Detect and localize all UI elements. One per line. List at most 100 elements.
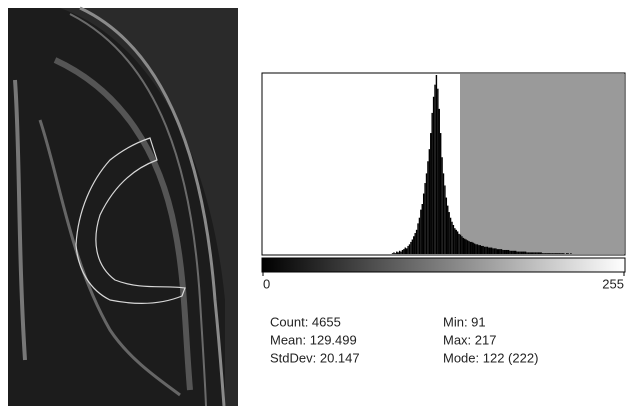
bar — [480, 245, 481, 254]
bar — [429, 149, 430, 254]
bar — [518, 252, 519, 254]
bar — [433, 97, 434, 254]
stat-text: Mean: 129.499 — [270, 332, 357, 347]
bar — [519, 252, 520, 254]
plot-shade — [460, 74, 624, 254]
bar — [424, 183, 425, 254]
lut-bar — [262, 258, 625, 272]
bar — [460, 235, 461, 254]
x-tick-label: 0 — [263, 276, 270, 291]
bar — [437, 89, 438, 254]
bar — [477, 244, 478, 254]
bar — [546, 253, 547, 254]
bar — [504, 250, 505, 254]
bar — [407, 246, 408, 254]
bar — [471, 242, 472, 254]
bar — [487, 247, 488, 254]
bar — [446, 198, 447, 254]
bar — [434, 85, 435, 254]
bar — [484, 247, 485, 254]
bar — [399, 251, 400, 254]
stat-text: Mode: 122 (222) — [443, 350, 538, 365]
bar — [468, 241, 469, 254]
bar — [494, 248, 495, 254]
bar — [497, 249, 498, 254]
bar — [542, 253, 543, 254]
bar — [528, 252, 529, 254]
bar — [485, 247, 486, 254]
bar — [440, 133, 441, 254]
bar — [441, 157, 442, 254]
bar — [498, 249, 499, 254]
bar — [431, 113, 432, 254]
bar — [458, 234, 459, 254]
bar — [522, 252, 523, 254]
bar — [420, 210, 421, 254]
bar — [526, 252, 527, 254]
bar — [509, 251, 510, 254]
bar — [457, 231, 458, 254]
bar — [506, 250, 507, 254]
bar — [533, 252, 534, 254]
bar — [491, 248, 492, 254]
bar — [439, 109, 440, 254]
bar — [529, 252, 530, 254]
bar — [535, 252, 536, 254]
bar — [562, 253, 563, 254]
bar — [443, 173, 444, 254]
bar — [436, 75, 437, 254]
bar — [540, 252, 541, 254]
bar — [463, 238, 464, 254]
bar — [426, 173, 427, 254]
bar — [516, 252, 517, 254]
bar — [417, 223, 418, 254]
bar — [392, 253, 393, 254]
bar — [505, 250, 506, 254]
bar — [511, 251, 512, 254]
bar — [550, 253, 551, 254]
bar — [406, 248, 407, 254]
bar — [559, 253, 560, 254]
bar — [549, 253, 550, 254]
bar — [393, 252, 394, 254]
bar — [543, 253, 544, 254]
bar — [545, 253, 546, 254]
stat-text: Min: 91 — [443, 314, 486, 329]
bar — [422, 204, 423, 254]
bar — [400, 252, 401, 254]
bar — [450, 218, 451, 254]
bar — [396, 252, 397, 254]
bar — [447, 206, 448, 254]
bar — [414, 233, 415, 254]
bar — [409, 244, 410, 254]
bar — [451, 222, 452, 254]
bar — [454, 228, 455, 254]
bar — [567, 253, 568, 254]
bar — [473, 243, 474, 254]
bar — [495, 248, 496, 254]
figure: 0255Count: 4655Mean: 129.499StdDev: 20.1… — [0, 0, 641, 412]
x-tick-label: 255 — [602, 276, 624, 291]
stat-text: Max: 217 — [443, 332, 496, 347]
bar — [552, 253, 553, 254]
bar — [453, 225, 454, 254]
bar — [539, 252, 540, 254]
bar — [482, 246, 483, 254]
bar — [548, 253, 549, 254]
bar — [397, 252, 398, 254]
bar — [525, 252, 526, 254]
bar — [478, 245, 479, 254]
bar — [412, 239, 413, 254]
bar — [470, 242, 471, 254]
bar — [508, 250, 509, 254]
bar — [555, 253, 556, 254]
stat-text: StdDev: 20.147 — [270, 350, 360, 365]
bar — [464, 239, 465, 254]
bar — [531, 252, 532, 254]
bar — [474, 244, 475, 254]
bar — [416, 230, 417, 254]
bar — [419, 218, 420, 254]
bar — [538, 252, 539, 254]
bar — [395, 253, 396, 254]
bar — [430, 133, 431, 254]
